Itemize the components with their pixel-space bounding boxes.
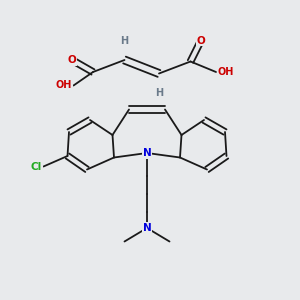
Text: O: O (68, 55, 76, 65)
Text: OH: OH (218, 67, 234, 77)
Text: N: N (142, 223, 152, 233)
Text: H: H (120, 35, 129, 46)
Text: H: H (155, 88, 163, 98)
Text: Cl: Cl (31, 161, 42, 172)
Text: N: N (142, 148, 152, 158)
Text: O: O (196, 35, 206, 46)
Text: OH: OH (56, 80, 72, 91)
